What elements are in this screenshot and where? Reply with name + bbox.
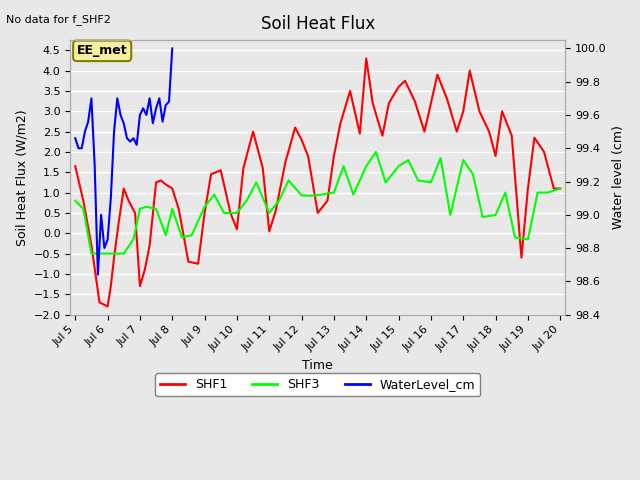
X-axis label: Time: Time xyxy=(302,359,333,372)
Y-axis label: Water level (cm): Water level (cm) xyxy=(612,125,625,229)
Title: Soil Heat Flux: Soil Heat Flux xyxy=(260,15,375,33)
Text: EE_met: EE_met xyxy=(77,44,127,57)
Y-axis label: Soil Heat Flux (W/m2): Soil Heat Flux (W/m2) xyxy=(15,109,28,246)
Text: No data for f_SHF2: No data for f_SHF2 xyxy=(6,14,111,25)
Legend: SHF1, SHF3, WaterLevel_cm: SHF1, SHF3, WaterLevel_cm xyxy=(155,373,481,396)
